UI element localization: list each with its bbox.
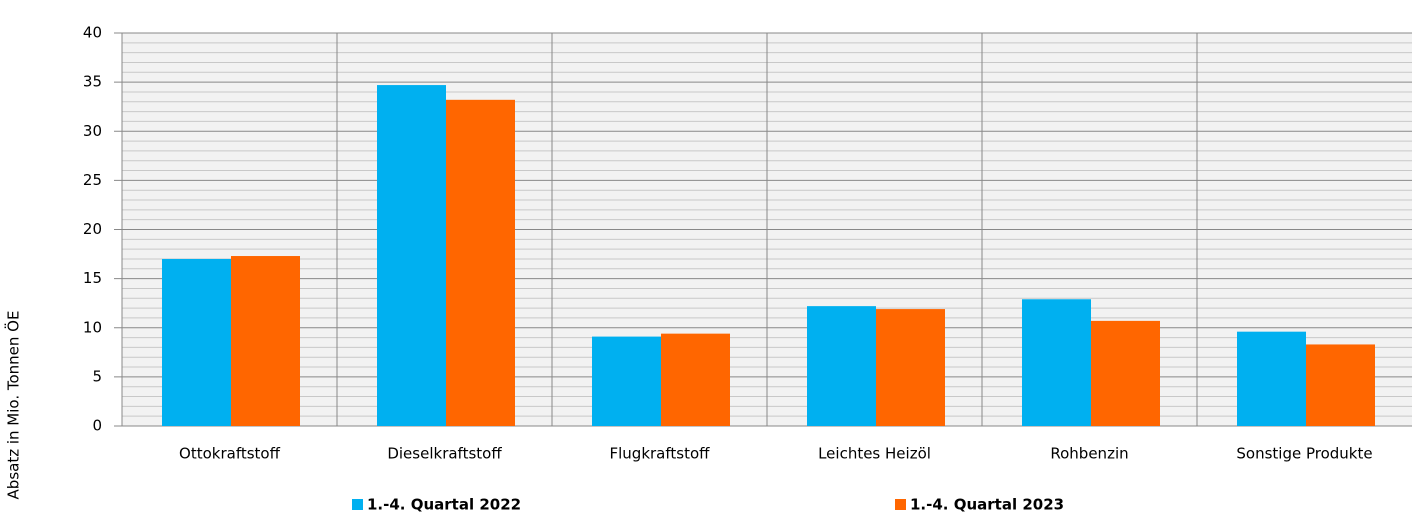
x-tick-label: Ottokraftstoff (179, 445, 281, 463)
bar (231, 256, 300, 426)
bar (592, 336, 661, 426)
legend-label: 1.-4. Quartal 2023 (910, 496, 1064, 514)
y-tick-label: 35 (83, 73, 102, 91)
bar (377, 85, 446, 426)
y-axis-label: Absatz in Mio. Tonnen ÖE (4, 311, 23, 500)
x-tick-label: Dieselkraftstoff (387, 445, 502, 463)
y-tick-label: 25 (83, 171, 102, 189)
bar (807, 306, 876, 426)
legend-swatch (352, 499, 363, 510)
x-tick-label: Sonstige Produkte (1236, 445, 1372, 463)
bar (876, 309, 945, 426)
bar (446, 99, 515, 426)
legend-label: 1.-4. Quartal 2022 (367, 496, 521, 514)
x-tick-label: Flugkraftstoff (610, 445, 711, 463)
legend-swatch (895, 499, 906, 510)
y-tick-label: 20 (83, 220, 102, 238)
bar (1022, 299, 1091, 426)
y-tick-label: 10 (83, 318, 102, 336)
bar (162, 258, 231, 426)
x-tick-label: Leichtes Heizöl (818, 445, 931, 463)
y-tick-label: 15 (83, 269, 102, 287)
bar (1237, 331, 1306, 426)
y-tick-label: 30 (83, 122, 102, 140)
y-tick-label: 40 (83, 24, 102, 42)
y-tick-label: 5 (92, 367, 102, 385)
bar (1306, 344, 1375, 426)
bar (1091, 320, 1160, 426)
bar (661, 333, 730, 426)
x-tick-label: Rohbenzin (1050, 445, 1128, 463)
y-tick-label: 0 (92, 417, 102, 435)
